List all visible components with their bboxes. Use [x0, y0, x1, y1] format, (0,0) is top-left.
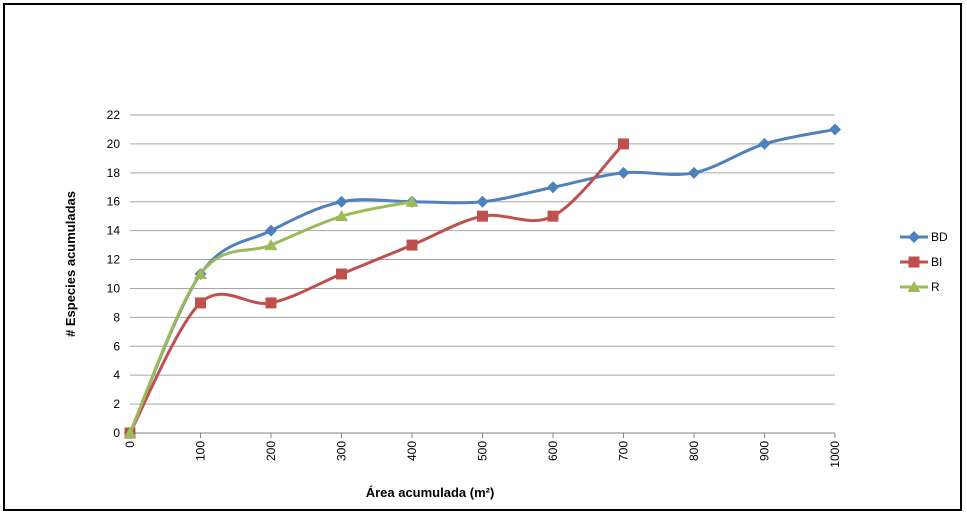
line-chart: 0 2 4 6 8 10 12 14 16 18 20 22 0 100 200 300 400 500 600 7…	[63, 108, 948, 500]
legend-item-bi: BI	[900, 255, 942, 269]
x-tick-label: 200	[264, 441, 278, 461]
legend: BD BI R	[900, 230, 948, 294]
series-bd	[124, 123, 841, 439]
gridlines	[130, 114, 835, 405]
legend-marker	[908, 256, 920, 268]
series-bd-point	[617, 166, 630, 179]
legend-label: R	[931, 280, 940, 294]
series-bd-line	[128, 127, 836, 434]
series-bi-point	[265, 297, 277, 309]
y-axis-ticks: 0 2 4 6 8 10 12 14 16 18 20 22	[107, 108, 121, 440]
series-bi-point	[406, 239, 418, 251]
y-axis-title: # Especies acumuladas	[63, 191, 78, 337]
series-group	[123, 123, 841, 439]
series-bi-point	[618, 138, 629, 150]
x-tick-label: 300	[335, 441, 349, 461]
legend-label: BD	[931, 230, 948, 244]
series-bi	[124, 138, 629, 439]
x-tick-label: 400	[405, 441, 419, 461]
series-r-point	[123, 427, 137, 438]
series-bd-point	[688, 166, 700, 179]
legend-item-bd: BD	[900, 230, 948, 244]
x-axis	[129, 432, 836, 438]
series-bi-point	[547, 210, 559, 222]
y-tick-label: 20	[107, 137, 121, 151]
y-tick-label: 22	[107, 108, 121, 122]
series-r-line	[128, 200, 413, 434]
series-r-point	[194, 268, 207, 279]
y-tick-label: 18	[107, 166, 121, 180]
y-tick-label: 8	[113, 310, 120, 324]
series-bi-point	[195, 297, 206, 309]
y-tick-label: 14	[107, 224, 121, 238]
y-tick-label: 6	[113, 339, 120, 353]
x-axis-ticks: 0 100 200 300 400 500 600 700 800 900 1000	[123, 441, 842, 468]
series-r-point	[335, 210, 348, 222]
legend-marker	[907, 281, 921, 292]
x-tick-label: 800	[687, 441, 701, 461]
y-tick-label: 16	[107, 195, 121, 209]
x-tick-label: 500	[476, 441, 490, 461]
series-bi-point	[477, 210, 488, 222]
series-bd-point	[265, 224, 277, 237]
series-bd-point	[829, 123, 841, 136]
y-tick-label: 2	[113, 397, 120, 411]
x-tick-label: 100	[194, 441, 208, 461]
series-bd-point	[335, 195, 348, 208]
series-r-point	[405, 195, 419, 207]
chart-frame: 0 2 4 6 8 10 12 14 16 18 20 22 0 100 200 300 400 500 600 7…	[3, 3, 962, 511]
x-axis-title: Área acumulada (m²)	[366, 485, 495, 500]
y-tick-label: 4	[113, 368, 120, 382]
series-bd-point	[476, 195, 489, 208]
legend-item-r: R	[900, 280, 940, 294]
x-tick-label: 1000	[828, 441, 842, 468]
series-r-point	[264, 239, 278, 251]
series-bd-point	[547, 181, 559, 194]
y-tick-label: 0	[113, 426, 120, 440]
x-tick-label: 900	[758, 441, 772, 461]
x-tick-label: 600	[546, 441, 560, 461]
x-tick-label: 0	[123, 441, 137, 448]
series-bi-point	[336, 268, 347, 280]
series-r	[123, 195, 419, 438]
series-bd-point	[758, 137, 771, 150]
y-tick-label: 10	[107, 281, 121, 295]
legend-marker	[908, 231, 920, 243]
x-tick-label: 700	[617, 441, 631, 461]
y-tick-label: 12	[107, 253, 121, 267]
legend-label: BI	[931, 255, 942, 269]
